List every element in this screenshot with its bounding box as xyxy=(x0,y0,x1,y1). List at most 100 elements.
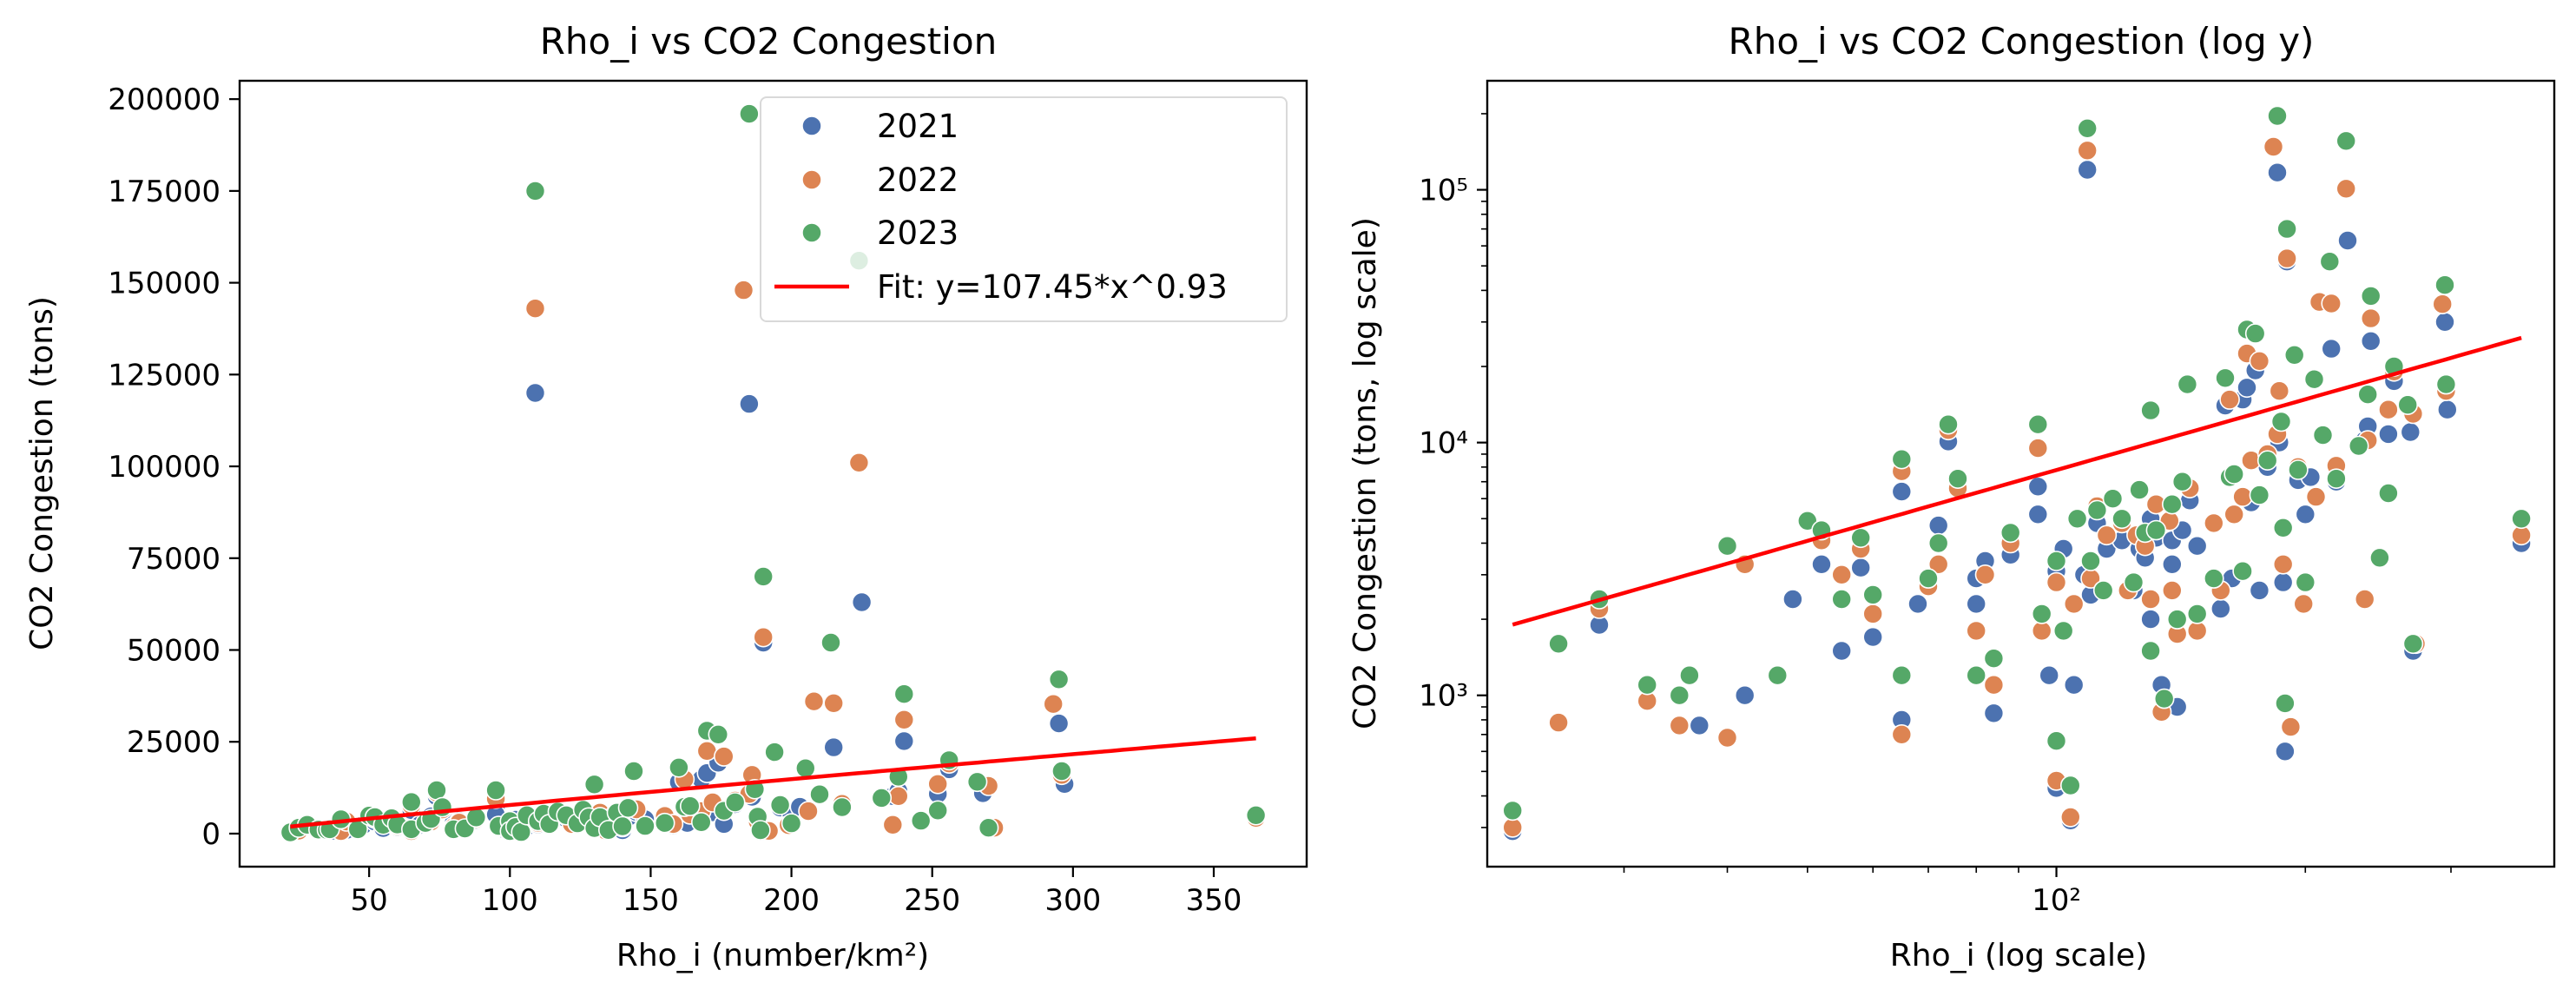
right-point-2021 xyxy=(2337,230,2358,251)
right-point-2022 xyxy=(1927,553,1949,575)
legend-label-2021: 2021 xyxy=(877,108,959,145)
left-x-tick-label: 250 xyxy=(904,883,960,918)
right-point-2023 xyxy=(2153,688,2175,709)
right-point-2023 xyxy=(2402,633,2424,655)
right-point-2023 xyxy=(2272,517,2294,538)
left-point-2021 xyxy=(1048,713,1070,734)
right-point-2021 xyxy=(1862,626,1883,648)
legend-label-fit: Fit: y=107.45*x^0.93 xyxy=(877,268,1228,306)
right-point-2022 xyxy=(2204,512,2224,534)
left-point-2023 xyxy=(708,723,729,745)
right-point-2023 xyxy=(2066,508,2088,530)
right-point-2022 xyxy=(2272,553,2294,575)
right-point-2023 xyxy=(2312,425,2334,445)
left-point-2023 xyxy=(635,815,656,836)
right-point-2023 xyxy=(1669,684,1690,706)
left-x-tick-label: 50 xyxy=(351,883,388,918)
right-axis-ticks: 10² 10³ 10⁴ 10⁵ xyxy=(1419,113,2452,918)
right-point-2023 xyxy=(2204,568,2224,589)
right-point-2023 xyxy=(2232,560,2253,582)
left-point-2021 xyxy=(823,736,845,758)
right-point-2022 xyxy=(2280,716,2302,737)
right-point-2021 xyxy=(2249,580,2270,601)
right-point-2023 xyxy=(1850,527,1871,549)
left-plot-frame xyxy=(238,79,1308,868)
right-point-2022 xyxy=(1716,727,1738,749)
right-point-2023 xyxy=(1862,584,1883,605)
right-point-2021 xyxy=(1983,703,2005,724)
right-point-2022 xyxy=(2140,589,2161,610)
right-point-2023 xyxy=(2140,640,2161,662)
right-point-2023 xyxy=(2027,413,2049,435)
left-y-tick-label: 175000 xyxy=(108,175,221,209)
legend-label-2022: 2022 xyxy=(877,162,959,199)
right-point-2022 xyxy=(2293,593,2314,615)
right-point-2022 xyxy=(2077,140,2098,162)
left-point-2022 xyxy=(848,452,870,473)
left-point-2023 xyxy=(769,795,791,815)
left-chart: Rho_i vs CO2 Congestion 50 100 150 200 250 30… xyxy=(24,20,1308,973)
right-point-2022 xyxy=(1891,723,1913,745)
right-point-2023 xyxy=(2224,464,2244,485)
left-point-2023 xyxy=(426,780,447,801)
right-point-2021 xyxy=(2295,504,2316,525)
left-y-tick-label: 50000 xyxy=(127,633,221,668)
right-point-2021 xyxy=(2140,609,2161,630)
left-point-2022 xyxy=(893,709,915,730)
left-point-2022 xyxy=(823,692,845,714)
right-point-2022 xyxy=(1548,712,1569,733)
left-point-2022 xyxy=(798,801,819,822)
right-point-2023 xyxy=(2348,435,2369,457)
left-point-2023 xyxy=(910,810,932,831)
right-point-2022 xyxy=(2360,307,2382,329)
left-x-tick-label: 100 xyxy=(482,883,538,918)
right-y-axis-label: CO2 Congestion (tons, log scale) xyxy=(1347,217,1383,729)
left-x-tick-label: 200 xyxy=(763,883,820,918)
right-point-2023 xyxy=(1966,664,1986,686)
right-point-2021 xyxy=(2210,598,2231,619)
right-point-2021 xyxy=(2162,553,2183,575)
right-point-2023 xyxy=(2177,373,2198,395)
left-x-tick-label: 150 xyxy=(623,883,679,918)
right-plot-frame xyxy=(1486,79,2556,868)
right-y-tick-label: 10³ xyxy=(1419,679,1468,714)
right-point-2023 xyxy=(2295,571,2316,593)
left-point-2023 xyxy=(1051,761,1072,782)
left-y-tick-label: 150000 xyxy=(108,267,221,301)
right-point-2021 xyxy=(2267,162,2288,183)
right-point-2021 xyxy=(2400,421,2421,443)
right-point-2023 xyxy=(2080,551,2101,571)
left-point-2022 xyxy=(733,280,754,300)
right-point-2023 xyxy=(2360,286,2382,307)
left-point-2023 xyxy=(623,761,644,782)
left-point-2023 xyxy=(617,797,639,819)
right-point-2023 xyxy=(1831,589,1852,610)
right-point-2021 xyxy=(1734,684,1756,706)
right-point-2023 xyxy=(2276,218,2297,240)
right-point-2023 xyxy=(2435,373,2457,395)
legend-label-2023: 2023 xyxy=(877,214,959,252)
right-point-2022 xyxy=(2321,293,2342,314)
right-point-2023 xyxy=(1767,664,1789,686)
right-point-2022 xyxy=(1669,715,1690,736)
right-point-2023 xyxy=(2112,508,2132,530)
left-point-2023 xyxy=(809,783,830,805)
right-point-2022 xyxy=(2060,807,2081,828)
right-point-2023 xyxy=(1679,664,1700,686)
right-fit-line xyxy=(1512,335,2522,627)
left-point-2023 xyxy=(893,683,915,705)
right-point-2022 xyxy=(2219,389,2240,410)
right-point-2022 xyxy=(2027,438,2049,459)
left-point-2023 xyxy=(583,774,605,795)
left-point-2021 xyxy=(739,393,760,414)
right-x-tick-label: 10² xyxy=(2032,883,2081,918)
right-point-2022 xyxy=(2046,571,2067,593)
right-point-2021 xyxy=(1831,640,1852,662)
right-point-2022 xyxy=(2224,504,2244,525)
legend-marker-2021 xyxy=(801,115,822,136)
right-y-tick-label: 10⁵ xyxy=(1419,174,1468,208)
left-point-2023 xyxy=(724,792,746,813)
right-point-2022 xyxy=(2276,247,2297,269)
left-point-2023 xyxy=(679,795,701,817)
right-point-2023 xyxy=(2511,508,2532,530)
